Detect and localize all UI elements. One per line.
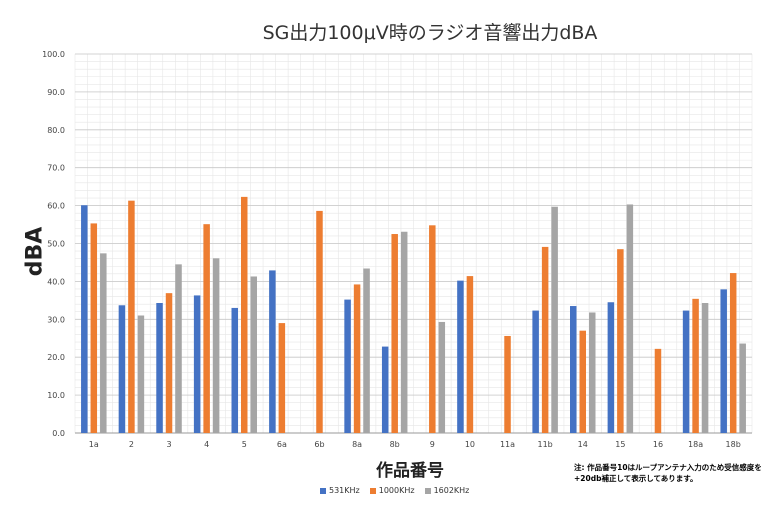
legend: 531KHz 1000KHz 1602KHz (320, 486, 469, 495)
bar-1602KHz-2 (137, 315, 145, 433)
x-tick-label: 8a (352, 440, 362, 449)
legend-item: 531KHz (320, 486, 360, 495)
bar-1000KHz-11a (504, 335, 511, 433)
bar-1000KHz-3 (165, 293, 173, 433)
bar-531KHz-2 (118, 305, 126, 433)
bar-531KHz-10 (457, 280, 464, 433)
x-tick-label: 6b (314, 440, 324, 449)
x-tick-label: 5 (242, 440, 247, 449)
legend-item: 1000KHz (369, 486, 415, 495)
y-tick-label: 10.0 (47, 391, 65, 400)
x-tick-label: 18a (688, 440, 703, 449)
bar-1000KHz-9 (429, 225, 436, 433)
bar-1602KHz-5 (250, 276, 257, 433)
y-tick-label: 80.0 (47, 126, 65, 135)
bar-531KHz-6a (269, 270, 276, 433)
bar-1000KHz-4 (203, 224, 210, 433)
x-tick-label: 10 (465, 440, 475, 449)
chart-title: SG出力100μV時のラジオ音響出力dBA (262, 22, 598, 44)
bar-531KHz-5 (231, 307, 238, 433)
legend-label: 531KHz (329, 486, 360, 495)
bar-1602KHz-15 (626, 204, 634, 433)
bar-1000KHz-8a (353, 284, 361, 433)
bar-531KHz-18b (720, 289, 727, 433)
y-tick-label: 30.0 (47, 315, 65, 324)
bar-1000KHz-18a (692, 298, 699, 433)
bar-1000KHz-8b (391, 234, 398, 433)
y-tick-label: 20.0 (47, 353, 65, 362)
bar-1602KHz-4 (212, 258, 220, 433)
legend-label: 1602KHz (433, 486, 470, 495)
bar-1602KHz-18a (701, 303, 709, 433)
bar-1000KHz-10 (466, 276, 474, 433)
y-tick-label: 70.0 (47, 164, 65, 173)
x-tick-label: 9 (430, 440, 435, 449)
bar-531KHz-14 (570, 306, 577, 433)
x-tick-label: 16 (653, 440, 663, 449)
bar-1000KHz-1a (90, 223, 98, 433)
y-tick-label: 50.0 (47, 240, 65, 249)
y-tick-label: 100.0 (42, 50, 65, 59)
x-tick-label: 3 (166, 440, 171, 449)
x-tick-label: 11a (500, 440, 515, 449)
bar-1602KHz-1a (100, 253, 107, 433)
legend-item: 1602KHz (424, 486, 470, 495)
x-tick-label: 2 (129, 440, 134, 449)
legend-swatch (424, 487, 431, 494)
bar-1000KHz-6a (278, 323, 286, 433)
bar-1000KHz-18b (729, 273, 737, 433)
bar-531KHz-8b (381, 346, 389, 433)
bar-1602KHz-14 (589, 312, 596, 433)
y-tick-label: 40.0 (47, 277, 65, 286)
bar-1000KHz-6b (316, 210, 323, 433)
bar-531KHz-3 (156, 303, 163, 433)
y-tick-label: 90.0 (47, 88, 65, 97)
legend-label: 1000KHz (378, 486, 415, 495)
bar-531KHz-11b (532, 310, 539, 433)
bar-531KHz-18a (682, 310, 690, 433)
x-tick-label: 1a (89, 440, 99, 449)
bar-1602KHz-11b (551, 206, 558, 433)
x-tick-label: 18b (726, 440, 741, 449)
x-tick-label: 11b (538, 440, 553, 449)
bar-1000KHz-14 (579, 330, 586, 433)
bar-1000KHz-11b (541, 246, 549, 433)
x-tick-label: 15 (615, 440, 625, 449)
y-tick-label: 0.0 (52, 429, 65, 438)
bar-531KHz-8a (344, 299, 351, 433)
x-tick-label: 8b (390, 440, 400, 449)
legend-swatch (320, 487, 326, 494)
bar-1000KHz-5 (241, 196, 248, 433)
bar-1602KHz-18b (739, 343, 746, 433)
bar-531KHz-1a (81, 205, 88, 433)
bar-1602KHz-3 (175, 264, 182, 433)
chart-note: 注: 作品番号10はループアンテナ入力のため受信感度を+20db補正して表示して… (574, 463, 762, 483)
bar-531KHz-4 (193, 295, 201, 433)
bar-1602KHz-8a (363, 268, 370, 433)
x-tick-label: 14 (578, 440, 588, 449)
bar-1602KHz-9 (438, 321, 446, 433)
y-tick-label: 60.0 (47, 202, 65, 211)
bar-1602KHz-8b (400, 231, 408, 433)
bar-531KHz-15 (607, 302, 615, 433)
legend-swatch (369, 487, 376, 494)
x-tick-label: 6a (277, 440, 287, 449)
x-tick-label: 4 (204, 440, 209, 449)
bar-1000KHz-16 (654, 348, 662, 433)
bar-1000KHz-15 (617, 249, 624, 433)
x-axis-label: 作品番号 (376, 461, 444, 481)
bar-1000KHz-2 (128, 200, 135, 433)
